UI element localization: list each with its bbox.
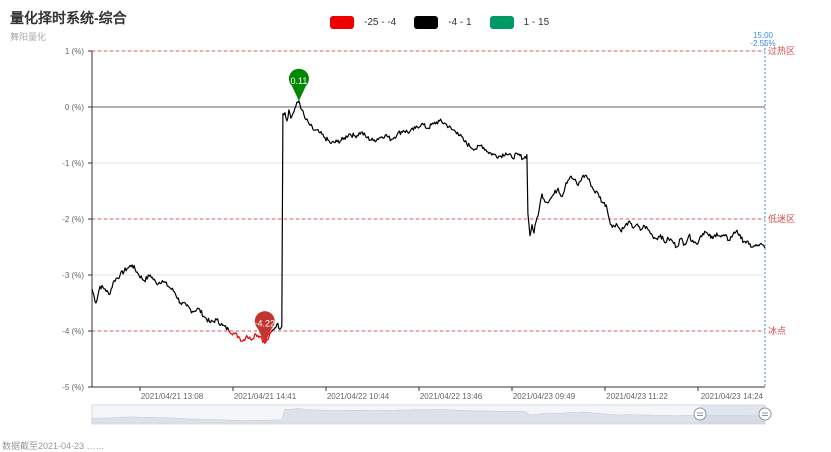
y-tick-label: -2 (%): [62, 215, 84, 224]
mark-point-label: -4.22: [255, 318, 276, 328]
chart-legend: -25 - -4 -4 - 1 1 - 15: [330, 16, 567, 29]
y-tick-label: -3 (%): [62, 271, 84, 280]
legend-swatch-red: [330, 16, 354, 29]
x-tick-label: 2021/04/23 11:22: [606, 392, 668, 401]
data-zoom-handle-left[interactable]: [693, 407, 707, 421]
series-segment: [228, 329, 274, 344]
mark-point-label: 0.11: [290, 76, 307, 86]
mark-point-shape: [254, 311, 275, 344]
mark-point-pin[interactable]: 0.11: [288, 68, 309, 101]
tooltip-value: -2.55%: [750, 39, 775, 48]
legend-item-red[interactable]: -25 - -4: [330, 16, 396, 29]
legend-label-green: 1 - 15: [523, 17, 550, 28]
mark-line-label: 过热区: [768, 45, 795, 56]
grid-lines: [92, 50, 765, 332]
mark-points: -4.22 0.11: [254, 68, 309, 344]
y-tick-label: 1 (%): [65, 47, 84, 56]
x-tick-label: 2021/04/23 14:24: [701, 392, 764, 401]
y-tick-label: -4 (%): [62, 327, 84, 336]
mark-point-pin[interactable]: -4.22: [254, 311, 276, 344]
series-segment: [91, 264, 231, 333]
x-tick-label: 2021/04/22 10:44: [327, 392, 390, 401]
chart-title: 量化择时系统-综合: [10, 10, 127, 26]
data-zoom[interactable]: [91, 404, 772, 425]
legend-swatch-green: [489, 16, 514, 29]
y-tick-label: 0 (%): [65, 103, 84, 112]
data-zoom-selected-range[interactable]: [700, 405, 765, 424]
mark-line-label: 冰点: [768, 325, 786, 336]
y-tick-label: -1 (%): [62, 159, 84, 168]
data-zoom-preview: [91, 408, 766, 424]
tooltip-time: 15:00: [753, 31, 774, 40]
x-tick-label: 2021/04/21 14:41: [234, 392, 297, 401]
data-zoom-handle-right[interactable]: [758, 407, 772, 421]
y-tick-label: -5 (%): [62, 383, 84, 392]
x-axis-ticks: 2021/04/21 13:08 2021/04/21 14:41 2021/04/…: [139, 387, 764, 401]
legend-swatch-black: [414, 16, 439, 29]
mark-point-shape: [288, 68, 309, 101]
x-tick-label: 2021/04/23 09:49: [513, 392, 576, 401]
chart-subtitle: 舞阳量化: [10, 32, 47, 42]
series-segment: [271, 100, 766, 332]
mark-line-label: 低迷区: [768, 213, 795, 224]
x-tick-label: 2021/04/22 13:46: [420, 392, 483, 401]
legend-item-black[interactable]: -4 - 1: [414, 16, 472, 29]
legend-label-black: -4 - 1: [448, 17, 472, 28]
x-tick-label: 2021/04/21 13:08: [141, 392, 204, 401]
legend-label-red: -25 - -4: [364, 17, 397, 28]
series-line: [91, 100, 766, 344]
legend-item-green[interactable]: 1 - 15: [489, 16, 550, 29]
y-axis-ticks: 1 (%) 0 (%) -1 (%) -2 (%) -3 (%) -4 (%) -5 (%): [62, 47, 92, 392]
